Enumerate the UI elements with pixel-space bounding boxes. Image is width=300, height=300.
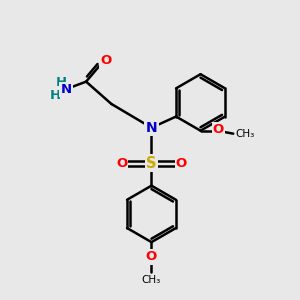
Text: O: O [213, 123, 224, 136]
Text: O: O [100, 54, 112, 67]
Text: O: O [116, 157, 128, 170]
Text: O: O [146, 250, 157, 263]
Text: N: N [146, 121, 157, 135]
Text: S: S [146, 156, 157, 171]
Text: CH₃: CH₃ [142, 275, 161, 285]
Text: N: N [60, 82, 71, 96]
Text: O: O [176, 157, 187, 170]
Text: CH₃: CH₃ [235, 129, 254, 139]
Text: H: H [55, 76, 66, 89]
Text: H: H [50, 88, 61, 101]
